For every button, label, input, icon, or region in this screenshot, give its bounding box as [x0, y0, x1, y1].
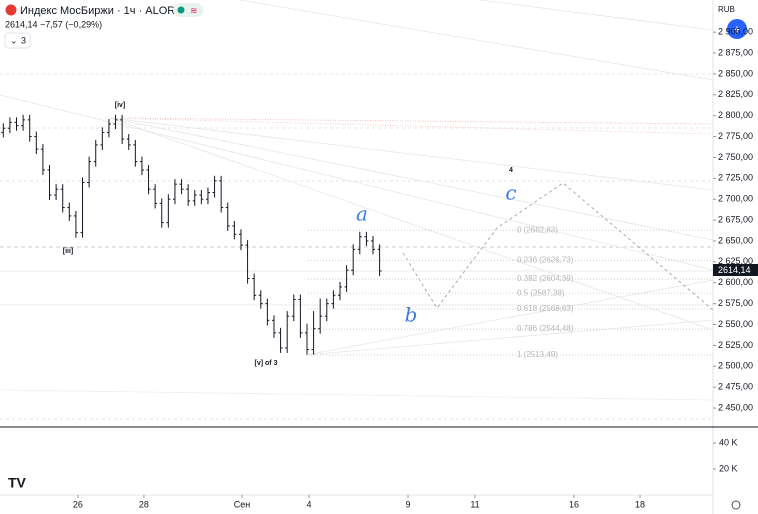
- projection-path: [402, 182, 714, 311]
- handwritten-label: c: [505, 181, 516, 205]
- y-tick-label: 2 750,00: [718, 152, 753, 162]
- add-button[interactable]: [727, 19, 747, 39]
- toggle[interactable]: [173, 3, 203, 17]
- y-tick-label: 2 475,00: [718, 382, 753, 392]
- wave-label: 4: [509, 167, 513, 174]
- wave-label: [iv]: [115, 102, 126, 109]
- y-tick-label: 2 775,00: [718, 131, 753, 141]
- y-tick-label: 2 700,00: [718, 194, 753, 204]
- currency-box[interactable]: [714, 2, 754, 16]
- x-tick-label: 4: [306, 499, 311, 509]
- fib-label: 0 (2662,83): [517, 225, 558, 234]
- wave-label: [iii]: [63, 248, 74, 255]
- y-tick-label: 2 650,00: [718, 235, 753, 245]
- x-tick-label: Сен: [234, 499, 251, 509]
- y-tick-label: 2 850,00: [718, 68, 753, 78]
- indicator-toggle[interactable]: [4, 32, 31, 49]
- status-dot: [177, 6, 185, 14]
- y-tick-label: 2 500,00: [718, 361, 753, 371]
- fib-label: 0.786 (2544,48): [517, 324, 574, 333]
- y-tick-label: 2 875,00: [718, 47, 753, 57]
- settings-icon[interactable]: [731, 500, 741, 510]
- toggle-icon: ≋: [190, 5, 198, 15]
- add-icon: +: [733, 21, 741, 36]
- indicator-count: 3: [21, 35, 26, 45]
- y-tick-label: 2 450,00: [718, 402, 753, 412]
- wave-label: [v] of 3: [255, 360, 278, 367]
- fib-label: 0.618 (2568,63): [517, 304, 574, 313]
- y-tick-label: 2 800,00: [718, 110, 753, 120]
- y-tick-label: 2 625,00: [718, 256, 753, 266]
- fib-label: 0.5 (2587,38): [517, 288, 565, 297]
- chevron: ⌄: [10, 35, 18, 45]
- y-tick-label: 2 825,00: [718, 89, 753, 99]
- price-change: 2614,14 −7,57 (−0,29%): [5, 19, 102, 29]
- drawings: [0, 0, 714, 420]
- x-tick-label: 18: [635, 499, 645, 509]
- y-tick-label: 2 900,00: [718, 27, 753, 37]
- currency: RUB: [718, 5, 735, 14]
- y-tick-label: 2 525,00: [718, 340, 753, 350]
- symbol-logo[interactable]: [5, 4, 17, 16]
- y-tick-label: 2 675,00: [718, 214, 753, 224]
- fib-label: 1 (2513,49): [517, 350, 558, 359]
- x-tick-label: 26: [73, 499, 83, 509]
- x-tick-label: 9: [405, 499, 410, 509]
- y-tick-label: 2 725,00: [718, 173, 753, 183]
- last-price-box: [713, 264, 758, 276]
- handwritten-label: b: [405, 303, 418, 327]
- y-tick-label: 2 550,00: [718, 319, 753, 329]
- y2-tick-label: 40 K: [719, 437, 738, 447]
- chart-title: Индекс МосБиржи · 1ч · ALOR: [20, 5, 175, 17]
- x-tick-label: 11: [470, 499, 479, 509]
- last-price: 2614,14: [718, 265, 751, 275]
- handwritten-label: a: [356, 202, 368, 226]
- y2-tick-label: 20 K: [719, 463, 738, 473]
- fib-label: 0.236 (2626,73): [517, 256, 574, 265]
- x-tick-label: 28: [139, 499, 149, 509]
- brand-logo[interactable]: TV: [8, 475, 27, 491]
- y-tick-label: 2 575,00: [718, 298, 753, 308]
- fib-label: 0.382 (2604,39): [517, 274, 574, 283]
- y-tick-label: 2 600,00: [718, 277, 753, 287]
- x-tick-label: 16: [569, 499, 579, 509]
